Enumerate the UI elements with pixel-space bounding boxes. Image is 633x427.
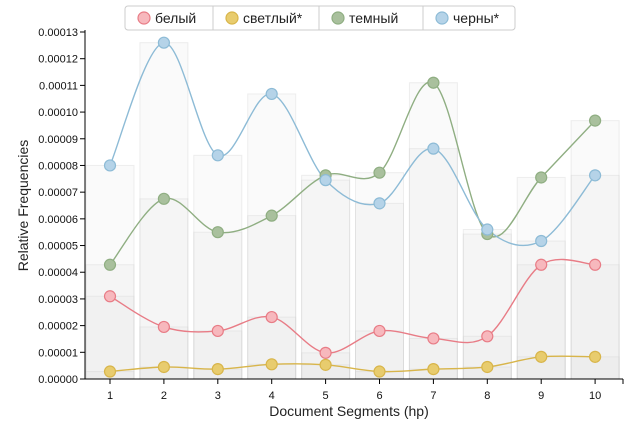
y-tick-label: 0.00005 <box>38 241 78 253</box>
point-3-segment-10[interactable] <box>588 114 602 127</box>
legend-item-1[interactable]: белый <box>137 10 196 26</box>
point-1-segment-10[interactable] <box>588 258 602 271</box>
y-tick-label: 0.00012 <box>38 54 78 66</box>
bar-4-segment-8 <box>462 229 512 380</box>
legend-box <box>124 5 516 31</box>
x-tick-label: 10 <box>589 390 601 402</box>
legend-swatch <box>137 11 151 25</box>
bar-4-segment-4 <box>247 93 297 380</box>
point-4-segment-1[interactable] <box>103 159 117 172</box>
y-tick-label: 0.00006 <box>38 214 78 226</box>
bar-3-segment-4 <box>247 215 297 380</box>
bar-4-segment-1 <box>85 164 135 380</box>
point-2-segment-7[interactable] <box>427 363 440 376</box>
point-2-segment-3[interactable] <box>211 363 224 376</box>
point-1-segment-1[interactable] <box>103 290 117 303</box>
bar-3-segment-8 <box>462 233 512 380</box>
bar-4-segment-10 <box>570 174 620 380</box>
y-tick-label: 0.00009 <box>38 134 78 146</box>
point-4-segment-4[interactable] <box>265 87 278 101</box>
background-bars <box>85 42 620 380</box>
point-1-segment-3[interactable] <box>211 324 224 338</box>
y-tick-label: 0.00008 <box>38 160 78 172</box>
point-1-segment-9[interactable] <box>535 258 548 271</box>
x-tick-label: 3 <box>215 390 221 402</box>
x-tick-label: 1 <box>107 390 113 402</box>
point-2-segment-4[interactable] <box>265 358 278 371</box>
y-tick-label: 0.00011 <box>39 80 78 92</box>
legend-swatch <box>331 11 345 25</box>
legend-item-4[interactable]: черны* <box>435 10 500 26</box>
y-tick-label: 0.00004 <box>38 267 78 279</box>
x-tick-label: 5 <box>323 390 329 402</box>
point-3-segment-6[interactable] <box>373 166 386 179</box>
point-2-segment-9[interactable] <box>535 350 548 363</box>
point-1-segment-8[interactable] <box>481 330 494 343</box>
y-tick-label: 0.00010 <box>38 107 78 119</box>
bar-3-segment-10 <box>570 120 620 380</box>
bar-4-segment-6 <box>355 202 404 380</box>
legend-item-3[interactable]: темный <box>331 10 398 26</box>
point-3-segment-9[interactable] <box>535 171 548 184</box>
point-3-segment-4[interactable] <box>265 209 278 222</box>
point-2-segment-1[interactable] <box>103 365 117 378</box>
x-axis-title: Document Segments (hp) <box>269 403 429 419</box>
point-1-segment-2[interactable] <box>157 320 170 334</box>
point-4-segment-7[interactable] <box>427 142 440 155</box>
legend-swatch <box>435 11 449 25</box>
bar-1-segment-1 <box>85 295 135 380</box>
point-1-segment-5[interactable] <box>319 346 332 359</box>
y-tick-label: 0.00007 <box>38 187 78 199</box>
legend-label: светлый* <box>243 10 303 26</box>
series-line-2 <box>109 355 596 373</box>
point-2-segment-10[interactable] <box>588 350 602 363</box>
point-4-segment-8[interactable] <box>481 223 494 236</box>
y-tick-label: 0.00003 <box>38 294 78 306</box>
y-axis-title: Relative Frequencies <box>15 140 31 272</box>
point-1-segment-7[interactable] <box>427 332 440 345</box>
x-tick-label: 4 <box>269 390 275 402</box>
point-1-segment-4[interactable] <box>265 310 278 324</box>
point-4-segment-5[interactable] <box>319 174 332 187</box>
point-2-segment-6[interactable] <box>373 365 386 378</box>
point-4-segment-2[interactable] <box>157 36 170 49</box>
point-3-segment-1[interactable] <box>103 258 117 271</box>
point-2-segment-8[interactable] <box>481 360 494 374</box>
y-tick-label: 0.00002 <box>38 321 78 333</box>
point-3-segment-7[interactable] <box>427 76 440 89</box>
series-line-1 <box>109 258 596 354</box>
legend-swatch <box>225 11 239 25</box>
x-tick-label: 9 <box>538 390 544 402</box>
y-tick-label: 0.00013 <box>38 27 78 39</box>
series-points <box>103 36 602 378</box>
legend-label: белый <box>155 10 196 26</box>
legend-item-2[interactable]: светлый* <box>225 10 303 26</box>
y-tick-label: 0.00001 <box>38 347 78 359</box>
y-tick-label: 0.00000 <box>38 374 78 386</box>
point-4-segment-10[interactable] <box>588 169 602 182</box>
x-tick-label: 7 <box>430 390 436 402</box>
axes: 0.00000 0.00001 0.00002 0.00003 0.00004 0.000… <box>38 27 624 402</box>
point-4-segment-3[interactable] <box>211 149 224 162</box>
bar-3-segment-7 <box>408 82 458 380</box>
legend-label: темный <box>349 10 398 26</box>
point-2-segment-5[interactable] <box>319 358 332 371</box>
point-4-segment-6[interactable] <box>373 197 386 210</box>
x-tick-label: 8 <box>484 390 490 402</box>
point-2-segment-2[interactable] <box>157 360 170 374</box>
point-3-segment-3[interactable] <box>211 226 224 239</box>
point-4-segment-9[interactable] <box>535 234 548 248</box>
legend-label: черны* <box>453 10 500 26</box>
point-1-segment-6[interactable] <box>373 324 386 338</box>
point-3-segment-2[interactable] <box>157 192 170 205</box>
bar-4-segment-3 <box>193 154 243 380</box>
x-tick-label: 6 <box>376 390 382 402</box>
legend: белый светлый* темный черны* <box>124 5 516 31</box>
x-tick-label: 2 <box>161 390 167 402</box>
